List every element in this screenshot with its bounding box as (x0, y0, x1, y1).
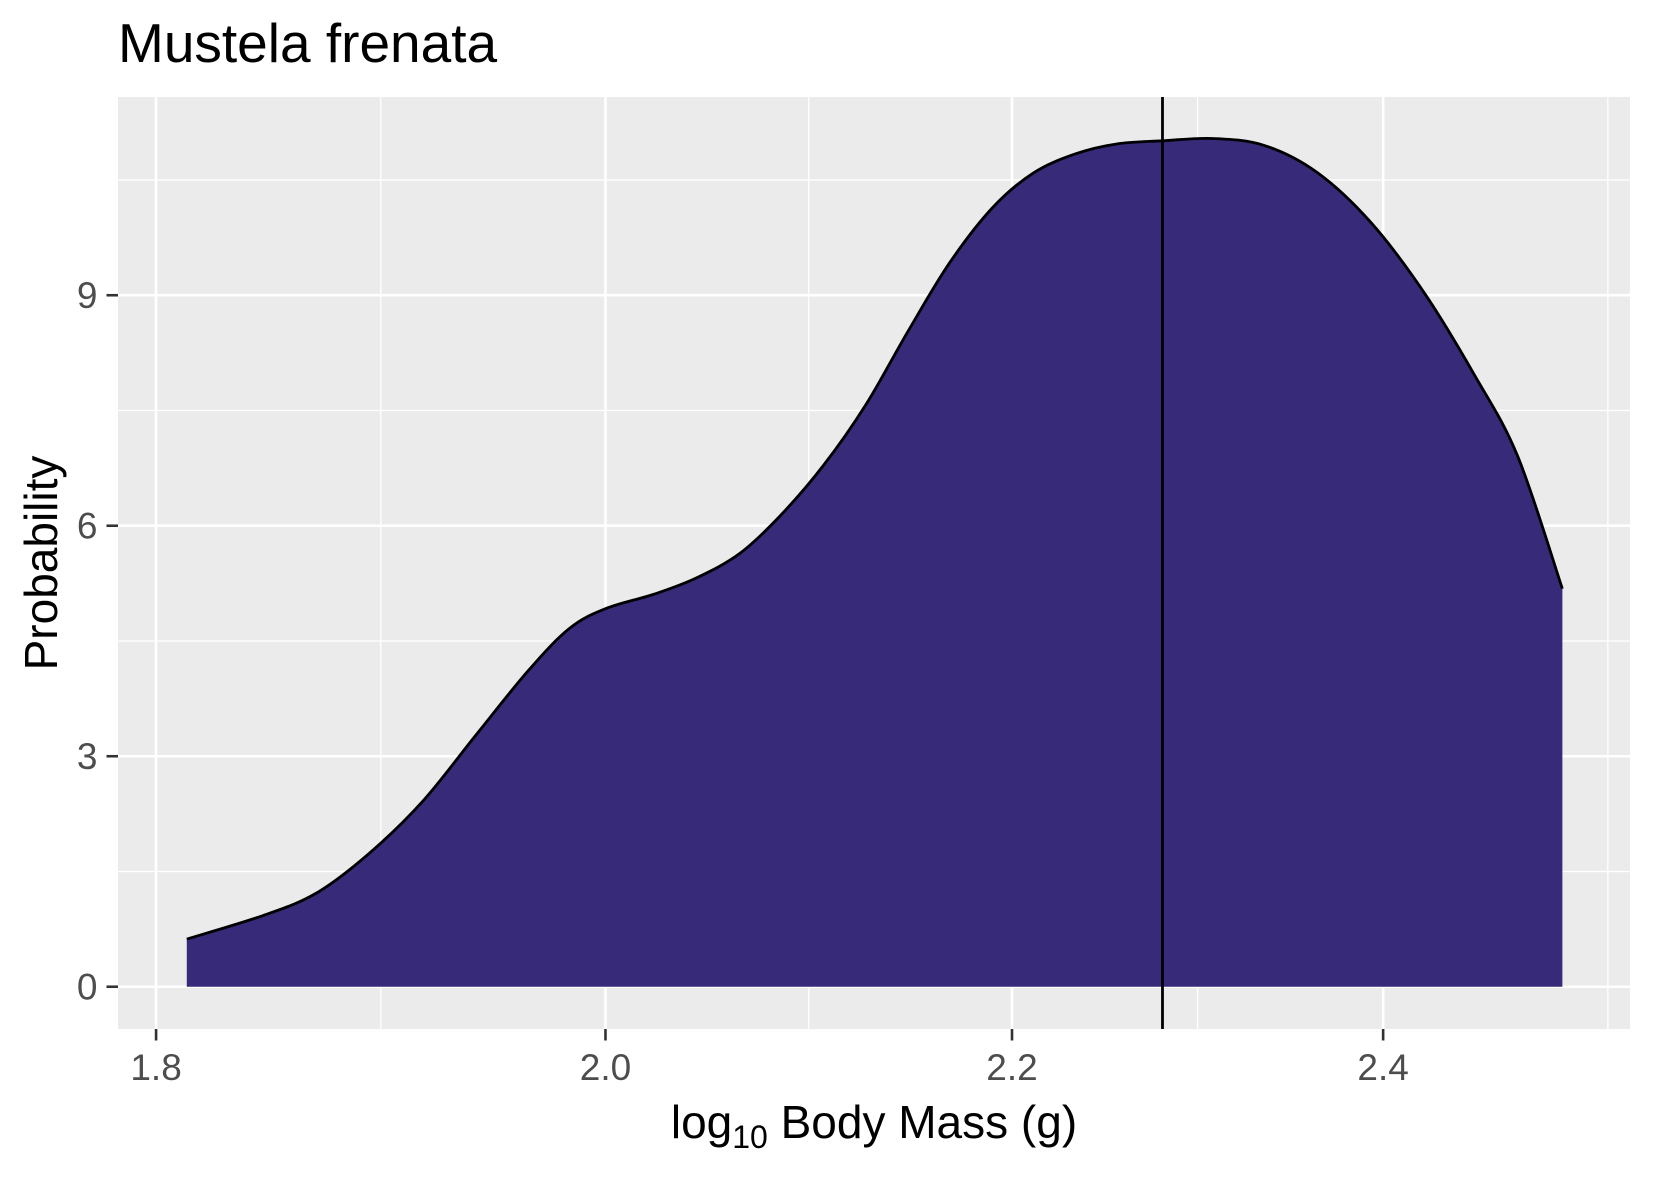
x-tick-label: 1.8 (130, 1047, 181, 1088)
density-curve-line (186, 136, 1564, 941)
y-axis-title: Probability (15, 456, 67, 671)
x-tick-label: 2.0 (580, 1047, 631, 1088)
y-axis: 0 3 6 9 (77, 275, 118, 1008)
x-axis-title-suffix: Body Mass (g) (768, 1096, 1077, 1148)
density-area (186, 138, 1563, 987)
x-axis-title-subscript: 10 (732, 1119, 768, 1155)
chart-title: Mustela frenata (118, 12, 498, 74)
y-tick-label: 3 (77, 736, 98, 777)
x-tick-label: 2.2 (986, 1047, 1037, 1088)
y-tick-label: 0 (77, 967, 98, 1008)
y-tick-label: 6 (77, 506, 98, 547)
x-axis-title: log10 Body Mass (g) (671, 1096, 1077, 1155)
x-tick-label: 2.4 (1357, 1047, 1408, 1088)
x-axis-title-base: log (671, 1096, 732, 1148)
x-axis: 1.8 2.0 2.2 2.4 (130, 1029, 1409, 1088)
y-tick-label: 9 (77, 275, 98, 316)
